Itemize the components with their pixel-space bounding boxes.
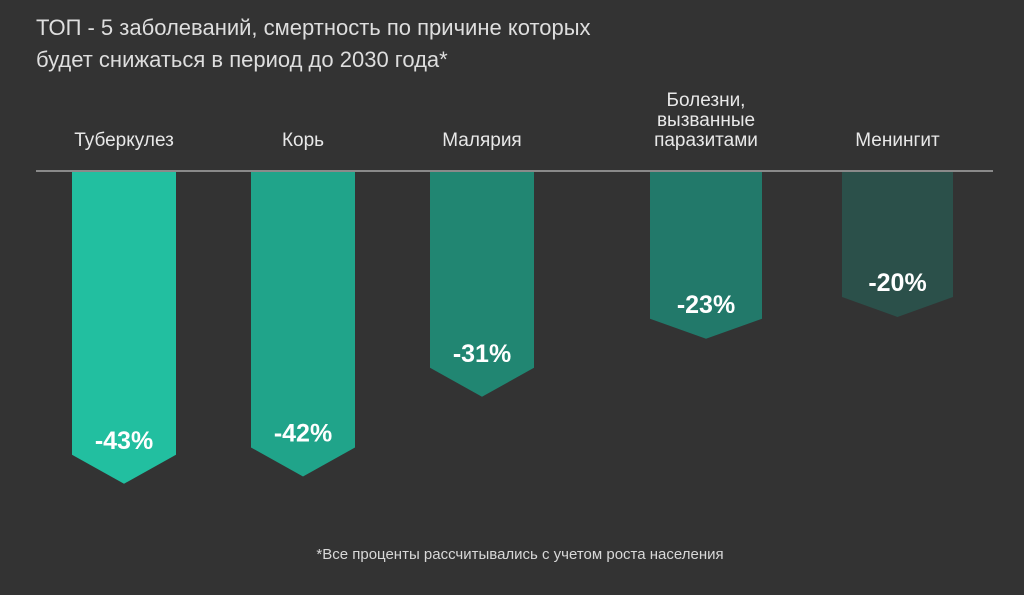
bar-2 (251, 172, 355, 477)
data-label: -43% (95, 427, 153, 455)
data-label: -31% (453, 340, 511, 368)
category-label: Корь (282, 130, 324, 151)
data-label: -42% (274, 420, 332, 448)
category-label: вызванные (657, 110, 755, 131)
category-label: паразитами (654, 130, 758, 151)
bar-4 (650, 172, 762, 339)
category-label: Менингит (855, 130, 940, 151)
bar-1 (72, 172, 176, 484)
bar-3 (430, 172, 534, 397)
chart-title: ТОП - 5 заболеваний, смертность по причи… (36, 12, 591, 76)
category-label: Туберкулез (74, 130, 174, 151)
category-label: Болезни, (667, 90, 746, 111)
bar-5 (842, 172, 953, 317)
footnote: *Все проценты рассчитывались с учетом ро… (316, 546, 724, 563)
data-label: -23% (677, 291, 735, 319)
data-label: -20% (868, 269, 926, 297)
title-line-2: будет снижаться в период до 2030 года* (36, 47, 448, 72)
category-label: Малярия (442, 130, 521, 151)
title-line-1: ТОП - 5 заболеваний, смертность по причи… (36, 15, 591, 40)
